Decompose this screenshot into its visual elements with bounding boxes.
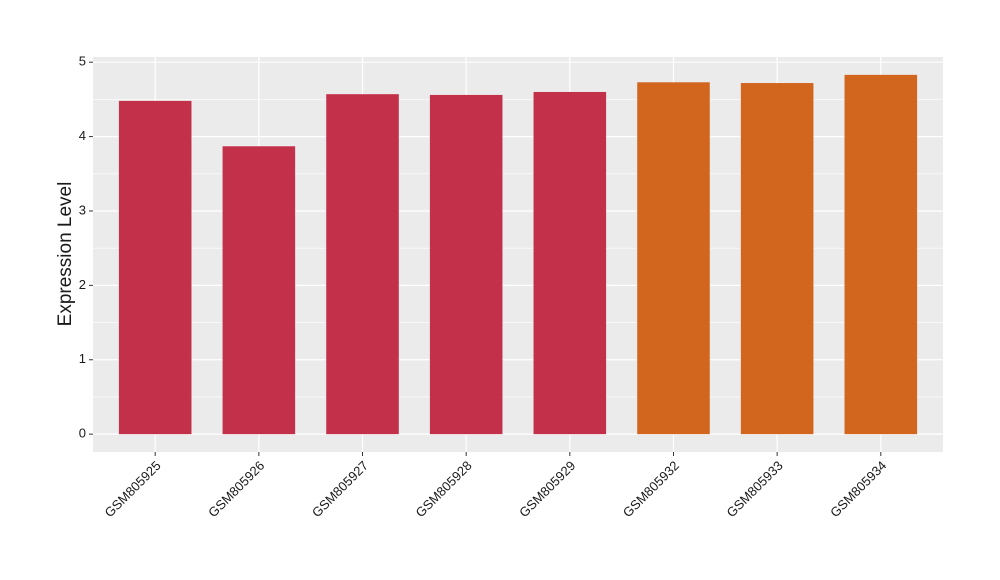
x-tick-label: GSM805929 bbox=[516, 458, 578, 520]
bar bbox=[429, 94, 503, 435]
x-tick-label: GSM805927 bbox=[309, 458, 371, 520]
y-axis-title: Expression Level bbox=[55, 182, 76, 327]
y-tick-label: 2 bbox=[79, 277, 86, 292]
x-tick-label: GSM805928 bbox=[412, 458, 474, 520]
bar bbox=[326, 94, 399, 435]
x-tick-label: GSM805925 bbox=[102, 458, 164, 520]
bar bbox=[118, 100, 192, 435]
panel bbox=[93, 57, 943, 452]
x-tick-label: GSM805934 bbox=[827, 458, 889, 520]
bar bbox=[533, 91, 607, 435]
bar bbox=[740, 83, 814, 435]
bar bbox=[844, 74, 918, 435]
x-tick-label: GSM805926 bbox=[205, 458, 267, 520]
bar bbox=[637, 82, 710, 435]
y-tick-label: 3 bbox=[79, 202, 86, 217]
y-tick-label: 4 bbox=[79, 128, 86, 143]
x-tick-label: GSM805933 bbox=[723, 458, 785, 520]
y-tick-label: 0 bbox=[79, 426, 86, 441]
y-tick-label: 1 bbox=[79, 351, 86, 366]
x-tick-label: GSM805932 bbox=[620, 458, 682, 520]
bar bbox=[222, 146, 296, 435]
y-tick-label: 5 bbox=[79, 54, 86, 69]
